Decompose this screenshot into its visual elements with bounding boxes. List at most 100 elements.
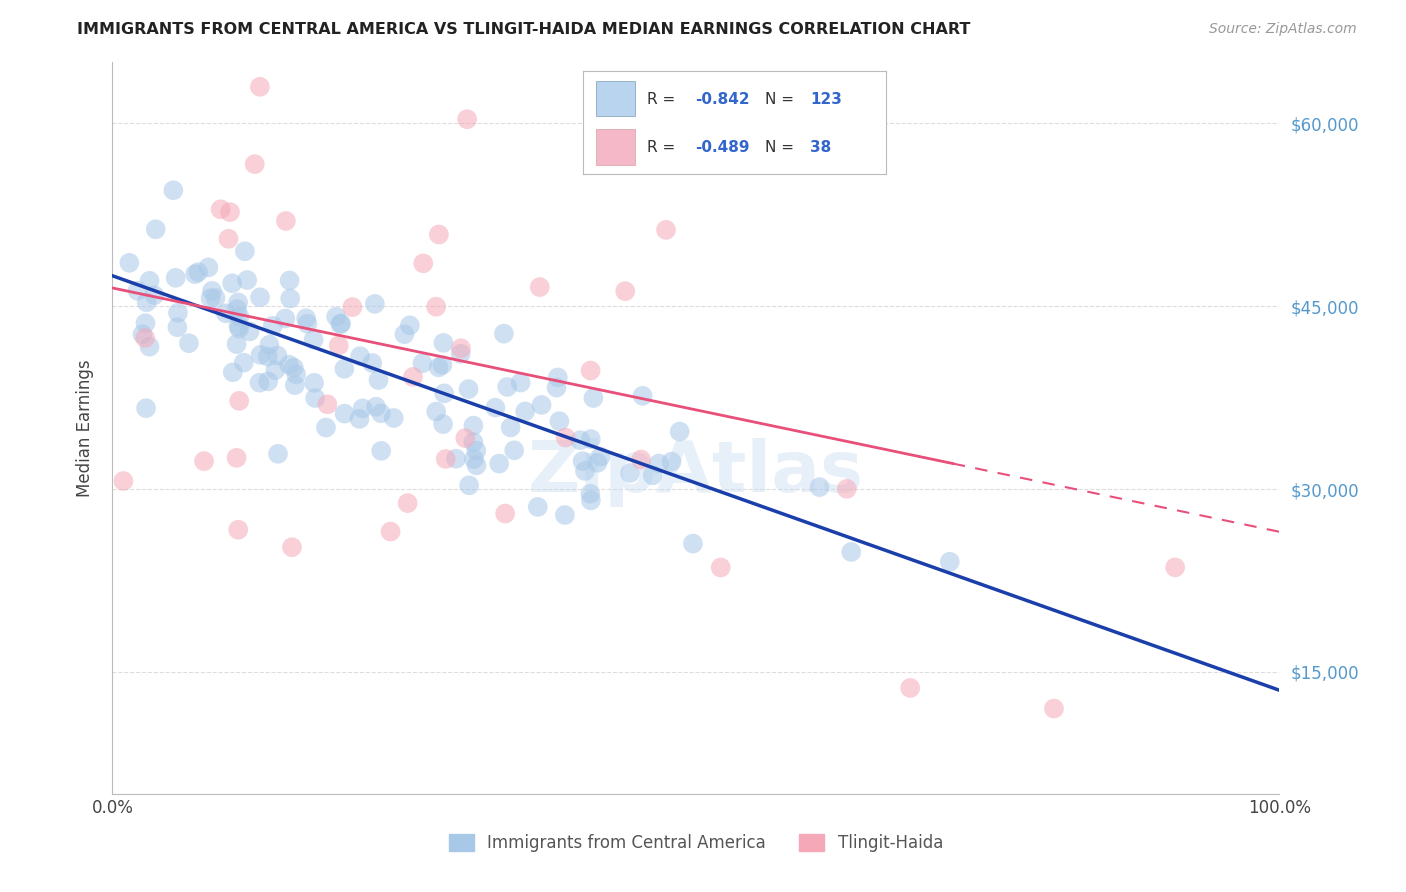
Point [201,284,224,298]
Point [127,284,149,298]
Text: N =: N = [765,92,794,106]
Point [221,277,243,291]
Point [134,316,156,330]
Point [494,507,516,521]
Point [256,350,278,364]
Point [631,389,654,403]
Point [898,681,921,695]
Point [262,318,284,333]
Point [496,380,519,394]
Point [232,356,254,370]
Point [135,295,157,310]
Point [295,311,318,326]
Point [499,420,522,434]
Text: 123: 123 [810,92,842,106]
Point [425,404,447,418]
Point [492,326,515,341]
Point [333,407,356,421]
Point [239,325,262,339]
Point [138,340,160,354]
Point [530,398,553,412]
Point [329,317,352,331]
Text: Source: ZipAtlas.com: Source: ZipAtlas.com [1209,22,1357,37]
Point [364,400,387,414]
Point [112,474,135,488]
Point [554,508,576,522]
Point [412,256,434,270]
Point [284,378,307,392]
Point [641,468,664,483]
Point [219,205,242,219]
Point [465,443,488,458]
Point [274,214,297,228]
Point [614,284,637,298]
Point [330,317,353,331]
Point [370,406,392,420]
Point [228,310,250,324]
Point [267,447,290,461]
Point [370,443,392,458]
Point [586,456,609,470]
Point [1164,560,1187,574]
Point [184,267,207,281]
Point [1043,701,1066,715]
Point [134,331,156,345]
Point [249,290,271,304]
Point [839,545,862,559]
Point [167,306,190,320]
Point [465,458,488,473]
Point [619,466,641,480]
Point [281,540,304,554]
Point [509,376,531,390]
Point [444,451,467,466]
Point [274,311,297,326]
Point [394,327,416,342]
Text: ZipAtlas: ZipAtlas [529,438,863,507]
Point [396,496,419,510]
Point [682,536,704,550]
Point [278,358,301,372]
Point [325,310,347,324]
Point [579,493,602,508]
Point [571,454,593,468]
Point [450,347,472,361]
Point [457,382,479,396]
Point [427,227,450,242]
Point [463,435,485,450]
Point [162,183,184,197]
Legend: Immigrants from Central America, Tlingit-Haida: Immigrants from Central America, Tlingit… [443,827,949,859]
Point [302,376,325,390]
Point [434,452,457,467]
Point [548,414,571,428]
Point [569,433,592,447]
Point [463,452,485,467]
Point [259,338,281,352]
Point [710,560,733,574]
Point [411,356,433,370]
Point [425,300,447,314]
Point [316,397,339,411]
Text: -0.842: -0.842 [696,92,749,106]
Point [554,430,576,444]
Point [278,292,301,306]
Text: R =: R = [647,140,675,155]
Point [364,297,387,311]
Point [382,411,405,425]
Point [177,336,200,351]
Point [226,295,249,310]
Point [236,273,259,287]
Point [166,320,188,334]
Point [285,368,308,382]
Point [228,393,250,408]
Point [655,223,678,237]
Point [266,349,288,363]
Point [226,302,249,317]
Point [228,321,250,335]
Point [433,386,456,401]
Point [218,232,240,246]
Point [515,404,537,418]
Point [143,288,166,302]
Point [454,431,477,445]
Point [283,360,305,375]
Point [249,348,271,362]
